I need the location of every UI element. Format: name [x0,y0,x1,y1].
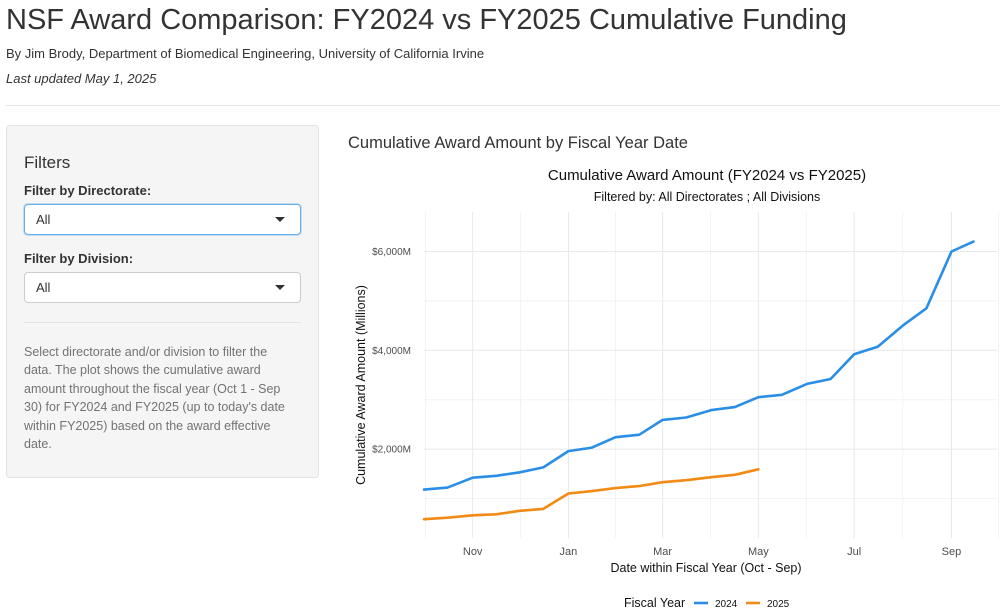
x-tick-label: Mar [653,546,672,558]
legend-title: Fiscal Year [624,596,685,610]
directorate-select-value: All [36,212,51,227]
series-line-2024 [422,240,975,491]
y-axis-ticks: $2,000M $4,000M $6,000M [372,247,411,456]
chevron-down-icon [275,285,285,290]
division-select-value: All [36,280,51,295]
legend-label-2025: 2025 [767,599,790,610]
directorate-label: Filter by Directorate: [24,183,152,198]
x-tick-label: Nov [463,546,483,558]
last-updated: Last updated May 1, 2025 [6,71,157,86]
filters-sidebar: Filters Filter by Directorate: All Filte… [6,125,319,478]
y-axis-label: Cumulative Award Amount (Millions) [354,285,368,485]
x-tick-label: Sep [942,546,962,558]
series-lines [422,240,975,521]
directorate-select[interactable]: All [24,204,301,235]
cumulative-award-chart: Cumulative Award Amount (FY2024 vs FY202… [354,167,1000,610]
page-title: NSF Award Comparison: FY2024 vs FY2025 C… [6,4,847,36]
x-axis-ticks: Nov Jan Mar May Jul Sep [463,546,961,558]
header-divider [6,105,1000,106]
help-text: Select directorate and/or division to fi… [24,345,285,452]
chart-title: Cumulative Award Amount (FY2024 vs FY202… [548,167,866,184]
x-tick-label: May [748,546,769,558]
x-tick-label: Jan [560,546,578,558]
division-select[interactable]: All [24,272,301,303]
x-tick-label: Jul [847,546,861,558]
chart-legend: Fiscal Year 2024 2025 [624,596,790,610]
division-label: Filter by Division: [24,251,134,266]
chart-subtitle: Filtered by: All Directorates ; All Divi… [594,190,820,204]
y-tick-label: $4,000M [372,346,411,357]
y-tick-label: $6,000M [372,247,411,258]
panel-title: Cumulative Award Amount by Fiscal Year D… [348,134,688,152]
x-axis-label: Date within Fiscal Year (Oct - Sep) [610,561,801,575]
legend-label-2024: 2024 [715,599,738,610]
y-tick-label: $2,000M [372,445,411,456]
sidebar-divider [24,322,301,323]
author-byline: By Jim Brody, Department of Biomedical E… [6,46,485,61]
grid-lines [424,212,1000,538]
filters-heading: Filters [24,153,71,172]
series-line-2025 [422,468,760,521]
chevron-down-icon [275,217,285,222]
